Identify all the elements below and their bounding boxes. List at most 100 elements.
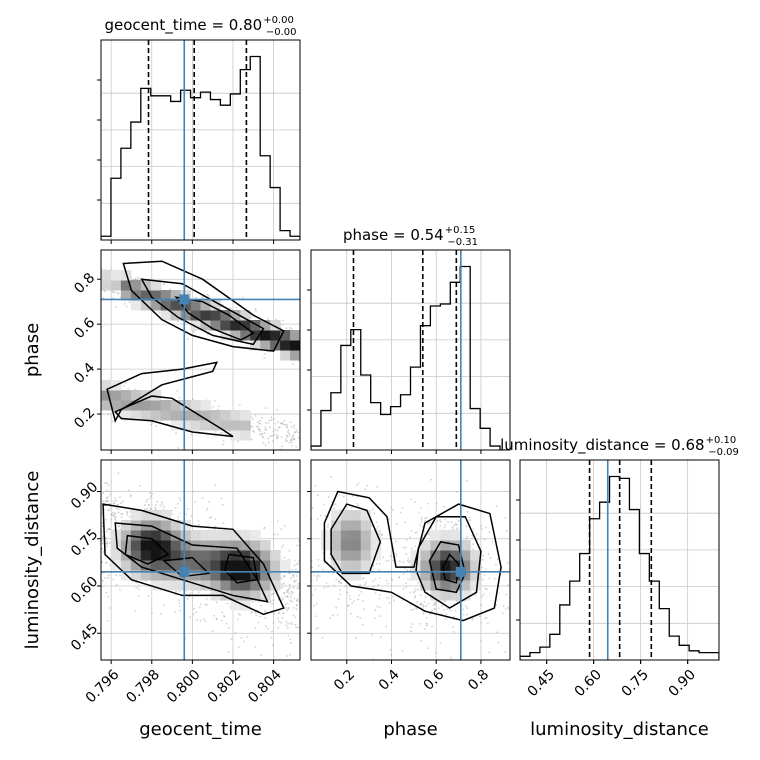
scatter-point — [276, 421, 279, 423]
density-cell — [280, 340, 291, 351]
scatter-point — [418, 511, 421, 514]
density-cell — [430, 590, 441, 601]
scatter-point — [197, 591, 200, 593]
scatter-point — [112, 514, 115, 517]
scatter-point — [198, 606, 201, 609]
density-cell — [450, 590, 461, 601]
scatter-point — [288, 654, 291, 656]
scatter-point — [119, 496, 121, 498]
scatter-point — [151, 421, 154, 424]
scatter-point — [111, 290, 114, 293]
density-cell — [430, 530, 441, 541]
title-param: geocent_time — [104, 16, 206, 35]
scatter-point — [347, 604, 350, 607]
scatter-point — [215, 617, 218, 620]
scatter-point — [105, 537, 107, 540]
scatter-point — [160, 612, 162, 615]
scatter-point — [381, 533, 384, 536]
scatter-point — [108, 528, 111, 531]
scatter-point — [501, 612, 504, 615]
density-cell — [340, 540, 352, 551]
scatter-point — [264, 609, 266, 612]
scatter-point — [118, 525, 121, 528]
scatter-point — [108, 607, 111, 609]
scatter-point — [314, 615, 317, 618]
density-cell — [170, 410, 182, 421]
scatter-point — [364, 488, 367, 491]
scatter-point — [393, 599, 395, 602]
density-cell — [340, 570, 352, 581]
scatter-point — [179, 609, 181, 612]
scatter-point — [357, 598, 360, 601]
scatter-point — [420, 639, 422, 642]
scatter-point — [179, 512, 182, 515]
density-cell — [180, 550, 192, 561]
scatter-point — [275, 434, 278, 437]
scatter-point — [496, 631, 499, 634]
scatter-point — [287, 587, 290, 590]
scatter-point — [277, 426, 280, 429]
scatter-point — [286, 425, 288, 428]
scatter-point — [466, 613, 468, 616]
scatter-point — [176, 389, 178, 392]
density-cell — [130, 550, 142, 561]
scatter-point — [330, 475, 333, 478]
scatter-point — [108, 490, 111, 493]
density-cell — [160, 300, 172, 311]
scatter-point — [485, 526, 487, 529]
scatter-point — [416, 601, 419, 603]
density-cell — [230, 570, 241, 581]
scatter-point — [213, 614, 216, 617]
scatter-point — [286, 609, 288, 611]
scatter-point — [267, 441, 270, 444]
scatter-point — [272, 621, 275, 624]
scatter-point — [117, 511, 120, 514]
scatter-point — [405, 586, 408, 589]
scatter-point — [494, 563, 497, 566]
scatter-point — [284, 440, 287, 443]
scatter-point — [293, 437, 296, 440]
scatter-point — [417, 581, 420, 584]
density-cell — [210, 560, 221, 571]
density-cell — [180, 410, 192, 421]
density-cell — [210, 550, 221, 561]
density-cell — [440, 570, 451, 581]
scatter-point — [292, 573, 295, 576]
scatter-point — [425, 605, 428, 608]
scatter-point — [326, 526, 329, 529]
density-cell — [140, 510, 152, 521]
density-cell — [460, 550, 471, 561]
scatter-point — [280, 546, 283, 549]
scatter-point — [114, 516, 116, 519]
density-cell — [350, 570, 362, 581]
scatter-point — [291, 436, 293, 439]
scatter-point — [311, 507, 314, 510]
scatter-point — [177, 515, 180, 518]
scatter-point — [314, 485, 317, 488]
scatter-point — [379, 636, 382, 638]
scatter-point — [399, 511, 402, 514]
y-tick-label: 0.75 — [68, 526, 101, 559]
scatter-point — [285, 620, 288, 623]
scatter-point — [281, 586, 283, 589]
scatter-point — [259, 419, 261, 422]
scatter-point — [333, 584, 336, 587]
scatter-point — [119, 574, 121, 577]
scatter-point — [482, 593, 485, 596]
scatter-point — [387, 582, 389, 585]
scatter-point — [289, 596, 292, 599]
scatter-point — [212, 405, 214, 408]
hist2d-content — [311, 460, 510, 660]
density-cell — [160, 560, 172, 571]
scatter-point — [259, 430, 261, 433]
title-eq: = — [207, 16, 229, 34]
scatter-point — [179, 499, 182, 502]
density-cell — [200, 570, 211, 581]
scatter-point — [220, 497, 223, 500]
scatter-point — [293, 426, 296, 429]
density-cell — [120, 390, 132, 401]
scatter-point — [107, 499, 109, 502]
x-tick-label: 0.90 — [666, 667, 699, 700]
scatter-point — [382, 556, 385, 559]
scatter-point — [364, 583, 366, 586]
